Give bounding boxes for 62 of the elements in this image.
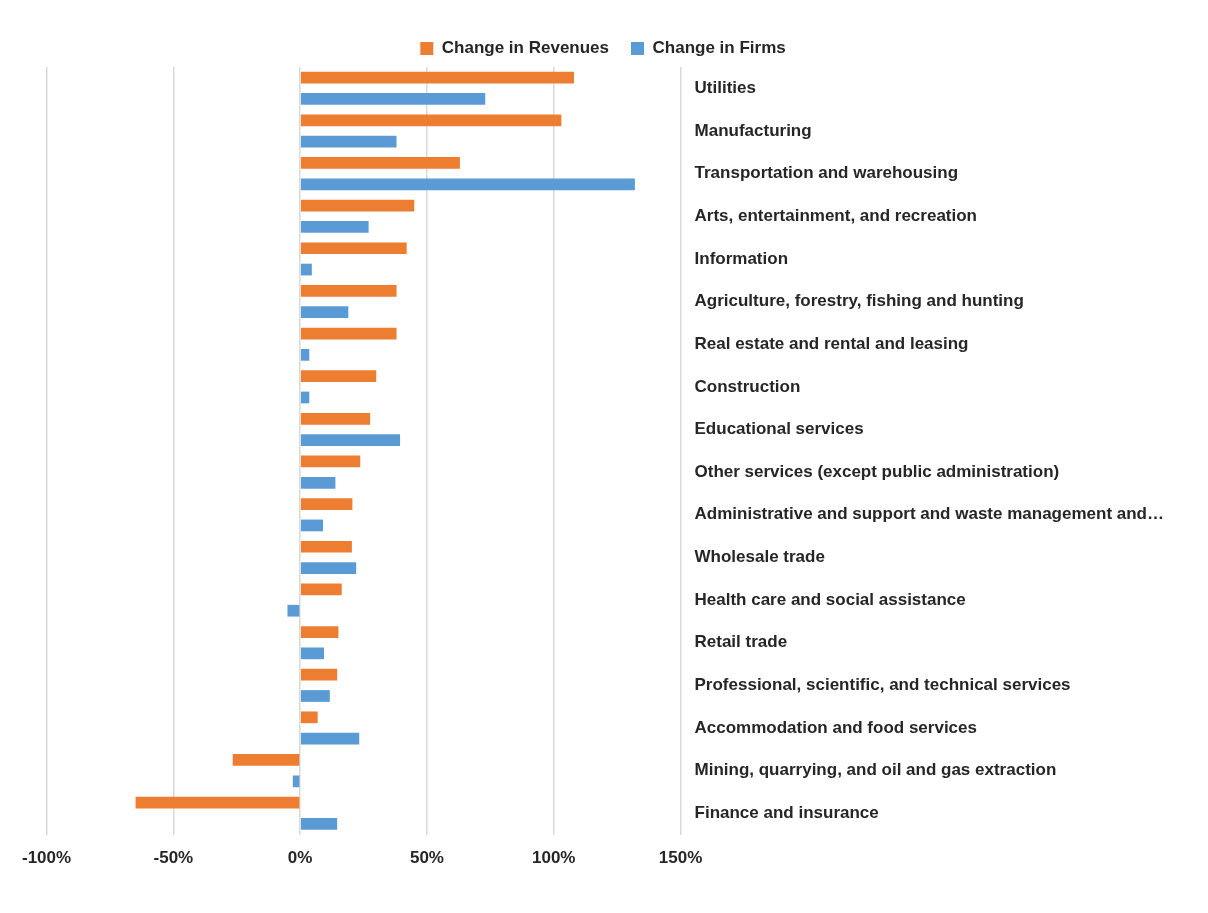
bar: [300, 562, 357, 574]
y-tick-label: Arts, entertainment, and recreation: [694, 205, 977, 225]
bar: [300, 306, 349, 319]
y-tick-label: Agriculture, forestry, fishing and hunting: [694, 291, 1024, 311]
bar: [300, 690, 330, 702]
x-tick-label: 50%: [409, 848, 444, 868]
bar: [300, 370, 377, 383]
y-tick-label: Wholesale trade: [694, 547, 825, 567]
bar: [300, 434, 401, 446]
bar: [300, 626, 339, 638]
y-tick-label: Finance and insurance: [694, 802, 879, 822]
bar: [300, 818, 338, 830]
legend-label: Change in Revenues: [441, 38, 610, 58]
y-tick-label: Mining, quarrying, and oil and gas extraction: [694, 760, 1057, 780]
bar: [300, 178, 635, 191]
bar: [300, 263, 312, 276]
y-tick-label: Information: [694, 248, 789, 268]
bar: [232, 754, 300, 766]
bar: [300, 519, 323, 532]
y-tick-label: Educational services: [694, 419, 864, 439]
x-tick-label: -50%: [153, 848, 194, 868]
bar: [300, 93, 486, 105]
y-tick-label: Accommodation and food services: [694, 717, 977, 737]
bar: [300, 221, 369, 233]
bar: [300, 157, 460, 169]
bar: [135, 796, 300, 809]
bar: [300, 476, 336, 489]
x-tick-label: 100%: [531, 848, 576, 868]
bar: [300, 285, 397, 297]
bar: [300, 711, 318, 724]
bar: [300, 647, 324, 660]
bar: [300, 135, 397, 148]
y-tick-label: Health care and social assistance: [694, 589, 966, 609]
bar: [300, 668, 338, 681]
bar: [287, 604, 300, 617]
bar: [300, 348, 310, 361]
bar: [300, 391, 310, 404]
bar: [300, 583, 342, 596]
bar: [300, 71, 575, 84]
y-tick-label: Administrative and support and waste management and…: [694, 504, 1165, 524]
y-tick-label: Other services (except public administration): [694, 461, 1060, 481]
y-tick-label: Manufacturing: [694, 120, 812, 140]
x-tick-label: 0%: [287, 848, 313, 868]
y-tick-label: Professional, scientific, and technical services: [694, 675, 1071, 695]
x-tick-label: -100%: [22, 848, 72, 868]
y-tick-label: Real estate and rental and leasing: [694, 333, 969, 353]
y-tick-label: Construction: [694, 376, 801, 396]
bar: [300, 114, 562, 127]
bar: [300, 540, 352, 553]
bar: [300, 498, 353, 510]
x-tick-label: 150%: [658, 848, 703, 868]
y-tick-label: Utilities: [694, 78, 756, 98]
bar: [300, 242, 407, 255]
bar: [300, 412, 371, 425]
legend-label: Change in Firms: [652, 38, 786, 58]
bar: [300, 732, 360, 745]
bar: [300, 199, 415, 212]
bar: [300, 455, 361, 468]
bar: [292, 775, 300, 788]
y-tick-label: Retail trade: [694, 632, 788, 652]
y-tick-label: Transportation and warehousing: [694, 163, 959, 183]
bar: [300, 327, 397, 340]
